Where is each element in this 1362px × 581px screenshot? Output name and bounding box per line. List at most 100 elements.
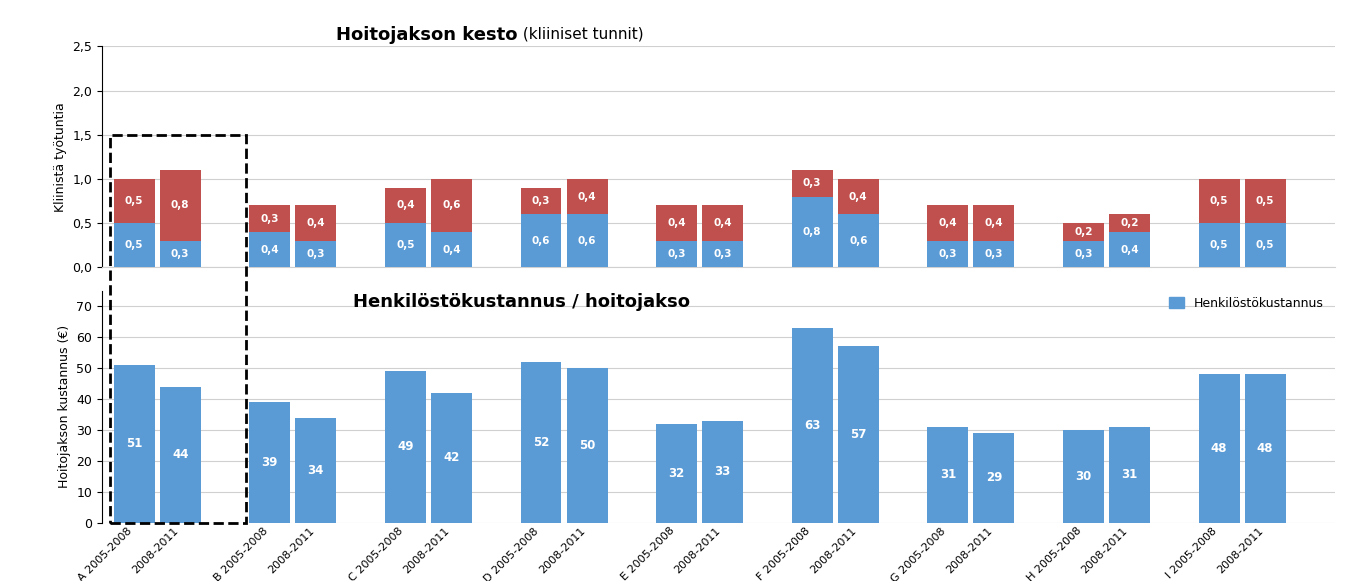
Text: 0,5: 0,5 [125, 196, 143, 206]
Text: 44: 44 [172, 448, 188, 461]
Bar [113, 179, 155, 223]
Text: 0,4: 0,4 [849, 192, 868, 202]
Text: 57: 57 [850, 428, 866, 441]
Text: Henkilöstökustannus / hoitojakso: Henkilöstökustannus / hoitojakso [353, 293, 689, 311]
Text: 42: 42 [443, 451, 459, 464]
Bar [385, 188, 426, 223]
Text: 39: 39 [262, 456, 278, 469]
Legend: Henkilöstökustannus: Henkilöstökustannus [1163, 292, 1328, 315]
Text: 31: 31 [940, 468, 956, 482]
Text: 31: 31 [1121, 468, 1137, 482]
Text: 48: 48 [1257, 442, 1273, 455]
Text: 48: 48 [1211, 442, 1227, 455]
Bar [1109, 214, 1150, 232]
Text: 0,5: 0,5 [1209, 196, 1229, 206]
Bar [838, 214, 878, 267]
Text: 49: 49 [398, 440, 414, 454]
Text: 50: 50 [579, 439, 595, 452]
Text: 0,5: 0,5 [1209, 240, 1229, 250]
Text: 0,3: 0,3 [938, 249, 957, 259]
Bar [656, 206, 697, 241]
Text: 0,3: 0,3 [531, 196, 550, 206]
Text: 0,4: 0,4 [577, 192, 597, 202]
Text: 0,3: 0,3 [667, 249, 686, 259]
Bar [1245, 374, 1286, 523]
Bar [928, 206, 968, 241]
Bar [1199, 223, 1239, 267]
Text: 0,4: 0,4 [714, 218, 731, 228]
Text: 0,6: 0,6 [443, 200, 460, 210]
Bar [1199, 179, 1239, 223]
Text: 0,3: 0,3 [306, 249, 326, 259]
Text: 0,8: 0,8 [172, 200, 189, 210]
Bar [113, 365, 155, 523]
Text: 30: 30 [1076, 470, 1091, 483]
Text: 0,6: 0,6 [849, 236, 868, 246]
Text: 0,6: 0,6 [531, 236, 550, 246]
Text: 0,3: 0,3 [260, 214, 279, 224]
Text: 0,4: 0,4 [667, 218, 686, 228]
Bar [791, 170, 832, 196]
Bar [791, 196, 832, 267]
Bar [974, 241, 1015, 267]
Bar [791, 328, 832, 523]
Text: 0,3: 0,3 [172, 249, 189, 259]
Bar [703, 206, 744, 241]
Bar [1109, 232, 1150, 267]
Text: 0,5: 0,5 [396, 240, 414, 250]
Bar [430, 393, 471, 523]
Bar [928, 427, 968, 523]
Bar [430, 179, 471, 232]
Bar [838, 346, 878, 523]
Bar [1245, 223, 1286, 267]
Bar [296, 241, 336, 267]
Bar [520, 362, 561, 523]
Bar [656, 241, 697, 267]
Bar [385, 223, 426, 267]
Bar [567, 214, 607, 267]
Text: 0,2: 0,2 [1075, 227, 1092, 237]
Y-axis label: Hoitojakson kustannus (€): Hoitojakson kustannus (€) [57, 325, 71, 488]
Text: 0,3: 0,3 [1075, 249, 1092, 259]
Text: 0,8: 0,8 [804, 227, 821, 237]
Text: 0,4: 0,4 [985, 218, 1004, 228]
Text: 0,4: 0,4 [443, 245, 460, 254]
Bar [567, 179, 607, 214]
Bar [1109, 427, 1150, 523]
Bar [430, 232, 471, 267]
Bar [703, 421, 744, 523]
Bar [1245, 179, 1286, 223]
Bar [974, 206, 1015, 241]
Bar [159, 386, 200, 523]
Text: 0,4: 0,4 [938, 218, 957, 228]
Bar [249, 402, 290, 523]
Text: 33: 33 [715, 465, 731, 478]
Y-axis label: Kliinistä työtuntia: Kliinistä työtuntia [54, 102, 67, 211]
Bar [113, 223, 155, 267]
Text: 0,4: 0,4 [1120, 245, 1139, 254]
Text: 0,5: 0,5 [125, 240, 143, 250]
Text: 0,3: 0,3 [804, 178, 821, 188]
Bar [159, 170, 200, 241]
Bar [520, 214, 561, 267]
Bar [159, 241, 200, 267]
Bar [385, 371, 426, 523]
Bar [296, 206, 336, 241]
Text: 0,3: 0,3 [985, 249, 1004, 259]
Bar [249, 232, 290, 267]
Bar [974, 433, 1015, 523]
Text: Hoitojakson kesto: Hoitojakson kesto [336, 26, 518, 44]
Bar [520, 188, 561, 214]
Text: 32: 32 [669, 467, 685, 480]
Text: 0,5: 0,5 [1256, 196, 1275, 206]
Text: 29: 29 [986, 471, 1002, 485]
Text: 0,4: 0,4 [306, 218, 326, 228]
Bar [296, 418, 336, 523]
Text: (kliiniset tunnit): (kliiniset tunnit) [518, 26, 643, 41]
Text: 0,3: 0,3 [714, 249, 731, 259]
Bar [1062, 430, 1105, 523]
Bar [928, 241, 968, 267]
Text: 34: 34 [308, 464, 324, 477]
Text: 0,4: 0,4 [396, 200, 414, 210]
Bar [249, 206, 290, 232]
